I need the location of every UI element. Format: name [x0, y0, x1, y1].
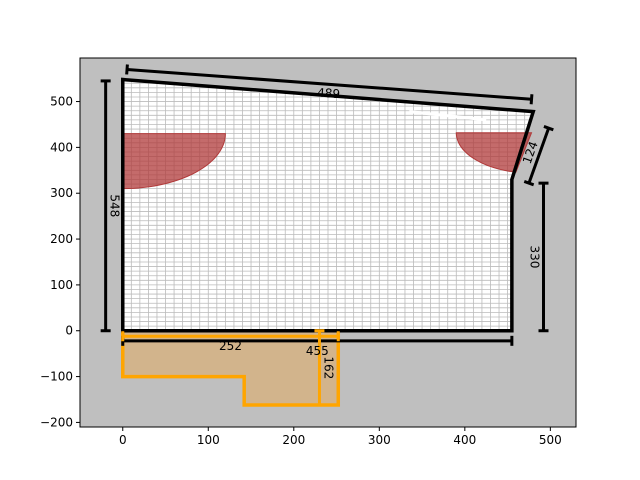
axis-ticks: 0 100 200 300 400 500 −200 −100 0 100 200 300 400 500: [40, 95, 562, 447]
x-tick-label: 300: [368, 433, 391, 447]
door-swing-1: [122, 133, 226, 190]
x-tick-label: 500: [539, 433, 562, 447]
x-tick-label: 100: [197, 433, 220, 447]
dimension-cap: [543, 125, 554, 132]
window-opening: [409, 110, 487, 122]
y-tick-label: 200: [50, 232, 73, 246]
y-tick-label: 400: [50, 140, 73, 154]
room-walls: [121, 77, 536, 333]
dimension-label-162: 162: [321, 356, 335, 379]
dimension-label-489: 489: [317, 86, 341, 102]
dimension-cap: [529, 94, 534, 105]
y-tick-label: −200: [40, 415, 73, 429]
dimension-label-330: 330: [528, 245, 542, 268]
dimension-label-455: 455: [306, 344, 329, 358]
annex-dimension-2: [314, 329, 325, 407]
room-dimension-1: [125, 64, 534, 105]
axes-frame: [79, 57, 577, 428]
room-dimension-2: [523, 125, 554, 187]
y-tick-label: 500: [50, 95, 73, 109]
dimension-cap: [125, 64, 129, 75]
dimension-line: [527, 127, 551, 184]
dimension-line: [126, 67, 532, 101]
x-tick-label: 200: [282, 433, 305, 447]
y-tick-label: −100: [40, 370, 73, 384]
annex-dimension-1: [121, 331, 340, 342]
x-tick-label: 400: [453, 433, 476, 447]
y-tick-label: 100: [50, 278, 73, 292]
x-tick-label: 0: [119, 433, 127, 447]
plot-area: [100, 64, 554, 407]
dimension-label-548: 548: [108, 194, 122, 217]
y-tick-label: 0: [65, 324, 73, 338]
door-swing-2: [455, 132, 533, 173]
y-tick-label: 300: [50, 186, 73, 200]
room-dimension-3: [100, 79, 111, 333]
dimension-label-252: 252: [219, 339, 242, 353]
dimension-cap: [523, 180, 535, 187]
room-dimension-4: [538, 181, 549, 333]
